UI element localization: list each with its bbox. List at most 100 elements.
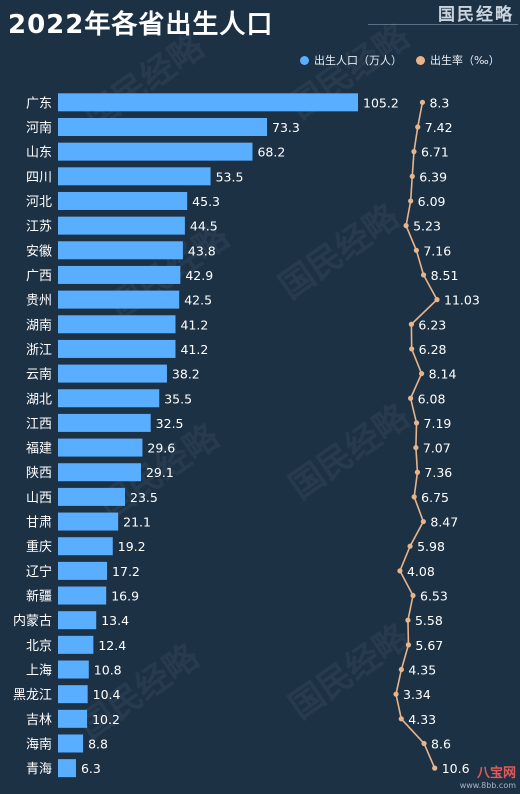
bar (58, 191, 188, 210)
category-label: 河南 (26, 120, 52, 136)
rate-point (413, 444, 419, 451)
legend-item-rate: 出生率（‰） (416, 52, 500, 68)
category-label: 江苏 (26, 219, 52, 235)
category-label: 广东 (26, 96, 52, 111)
rate-point (432, 765, 438, 771)
bar-value-label: 38.2 (172, 367, 200, 382)
bar (58, 734, 84, 753)
category-label: 新疆 (26, 589, 52, 605)
bar-value-label: 45.3 (192, 194, 220, 209)
bar (58, 290, 180, 309)
bar (58, 167, 211, 186)
rate-value-label: 7.16 (423, 243, 451, 258)
rate-point (397, 568, 403, 574)
bar (58, 339, 176, 358)
rate-point (398, 666, 404, 673)
brand-logo: 国民经略 (438, 5, 514, 25)
bar-value-label: 35.5 (164, 391, 192, 406)
bar (58, 635, 94, 654)
legend-births-dot-icon (300, 55, 309, 65)
rate-value-label: 11.03 (444, 293, 480, 308)
category-label: 江西 (26, 417, 52, 432)
rate-point (407, 543, 413, 549)
rate-line (395, 102, 438, 769)
rate-point (405, 642, 412, 648)
category-label: 山西 (26, 491, 52, 506)
rate-value-label: 8.14 (429, 367, 457, 382)
bar (58, 759, 76, 778)
bar (58, 611, 97, 630)
category-label: 海南 (26, 736, 52, 752)
category-label: 甘肃 (26, 516, 52, 531)
legend-rate-dot-icon (416, 55, 425, 65)
bar (58, 142, 253, 161)
bar-value-label: 32.5 (156, 416, 184, 431)
bar-value-label: 53.5 (216, 169, 244, 184)
rate-value-label: 6.53 (420, 589, 448, 604)
bar (58, 487, 126, 506)
category-label: 湖北 (26, 392, 52, 407)
watermark-text: 国民经略 (282, 616, 417, 727)
rate-value-label: 5.98 (417, 539, 445, 554)
site-logo-name: 八宝网 (476, 766, 516, 781)
bar (58, 265, 181, 284)
category-label: 湖南 (26, 317, 52, 333)
bar (58, 660, 89, 679)
bar-value-label: 10.2 (92, 712, 120, 727)
bar-value-label: 21.1 (123, 515, 151, 530)
rate-value-label: 4.33 (408, 712, 436, 727)
page-title: 2022年各省出生人口 (8, 10, 274, 40)
rate-point (415, 124, 421, 130)
bar-value-label: 42.9 (185, 268, 213, 283)
bar-value-label: 105.2 (363, 95, 399, 110)
rate-value-label: 10.6 (442, 761, 470, 776)
rate-point (398, 716, 404, 722)
rate-value-label: 6.71 (421, 145, 449, 160)
category-label: 黑龙江 (13, 688, 52, 703)
bar (58, 315, 176, 334)
rate-point (393, 691, 399, 697)
rate-point (419, 99, 426, 105)
rate-value-label: 8.51 (431, 268, 459, 283)
rate-value-label: 6.39 (419, 169, 447, 184)
rate-value-label: 4.35 (408, 663, 436, 678)
category-label: 陕西 (26, 466, 52, 481)
rate-value-label: 3.34 (403, 687, 431, 702)
category-label: 福建 (26, 442, 52, 457)
legend-births-label: 出生人口（万人） (314, 54, 402, 67)
rate-value-label: 7.36 (424, 465, 452, 480)
site-logo-url: www.8bb.com (459, 781, 516, 790)
rate-point (420, 518, 426, 525)
legend: 出生人口（万人） 出生率（‰） (300, 52, 500, 68)
bar (58, 216, 185, 235)
bar (58, 364, 167, 383)
rate-value-label: 6.09 (418, 194, 446, 209)
bar (58, 512, 119, 531)
bar-value-label: 43.8 (188, 243, 216, 258)
bar-value-label: 44.5 (190, 219, 218, 234)
rate-point (420, 272, 427, 278)
rate-value-label: 8.47 (430, 515, 458, 530)
rate-value-label: 7.07 (423, 441, 451, 456)
legend-item-births: 出生人口（万人） (300, 52, 402, 68)
rate-point (410, 592, 416, 599)
rate-point (413, 420, 420, 426)
bar-value-label: 23.5 (130, 490, 158, 505)
bar (58, 438, 143, 457)
rate-point (405, 617, 411, 623)
rate-value-label: 6.75 (421, 490, 449, 505)
bar-value-label: 12.4 (98, 638, 126, 653)
category-label: 辽宁 (26, 564, 52, 580)
rate-value-label: 6.08 (418, 391, 446, 406)
rate-point (408, 395, 414, 401)
bar-value-label: 17.2 (112, 564, 140, 579)
category-label: 河北 (26, 195, 52, 210)
watermark-text: 国民经略 (282, 396, 417, 507)
bar (58, 93, 358, 112)
bar-value-label: 41.2 (180, 317, 208, 332)
rate-point (409, 173, 415, 179)
site-logo: 八宝网 www.8bb.com (460, 762, 516, 790)
rate-value-label: 8.6 (431, 736, 451, 751)
category-label: 广西 (26, 269, 52, 284)
